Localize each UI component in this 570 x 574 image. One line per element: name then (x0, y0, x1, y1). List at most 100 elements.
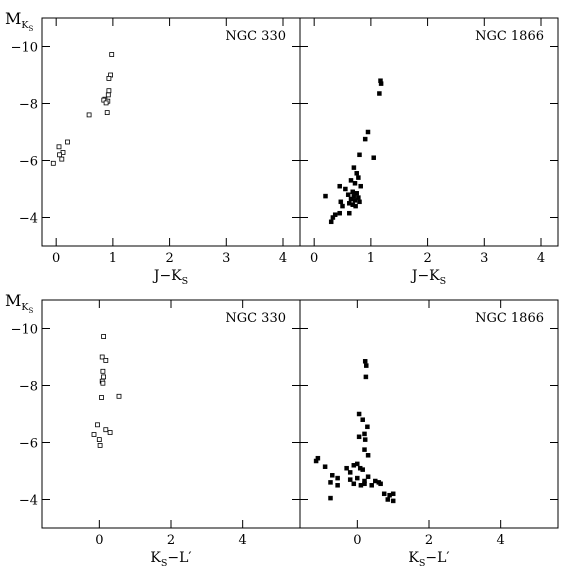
data-point (330, 215, 336, 220)
x-tick-label: 0 (52, 251, 60, 266)
data-point (106, 76, 112, 81)
data-point (348, 196, 354, 202)
x-axis-label-sub: S (419, 558, 426, 569)
data-point (348, 178, 354, 183)
data-point (97, 442, 103, 448)
data-point (59, 156, 65, 162)
data-point (65, 139, 70, 145)
x-axis-label: J−KS (152, 268, 188, 287)
data-point (103, 357, 109, 363)
x-axis-label-sub: S (161, 558, 168, 569)
data-point (56, 144, 62, 150)
x-tick-label: 2 (423, 251, 431, 266)
data-point (377, 91, 382, 96)
panel-label: NGC 1866 (475, 29, 544, 44)
data-point (104, 110, 110, 115)
data-point (105, 92, 111, 98)
x-tick-label: 0 (310, 251, 318, 266)
data-point (355, 475, 360, 481)
data-point (362, 431, 367, 437)
data-point (356, 175, 361, 180)
y-tick-label: −10 (11, 41, 38, 56)
data-point (365, 424, 370, 430)
x-axis-label-sub: S (182, 276, 189, 287)
data-point (357, 152, 362, 158)
x-axis-label: KS−L′ (150, 550, 191, 569)
data-point (101, 374, 106, 380)
y-tick-label: −10 (11, 323, 38, 338)
y-axis-label: MKS (5, 9, 34, 33)
data-point (99, 354, 105, 360)
x-tick-label: 2 (425, 533, 433, 548)
panel-4: NGC 1866 0 2 4 KS−L′ (299, 299, 559, 569)
x-tick-label: 3 (480, 251, 488, 266)
data-point (357, 465, 363, 471)
data-point (390, 491, 396, 497)
x-axis-label-main: K (150, 550, 161, 566)
data-point (103, 427, 109, 433)
data-point (101, 334, 106, 339)
data-point (354, 171, 359, 176)
data-point (313, 458, 319, 464)
x-tick-label: 4 (279, 251, 287, 266)
x-tick-label: 1 (109, 251, 117, 266)
data-point (347, 470, 353, 475)
data-point (338, 199, 344, 205)
data-point (362, 136, 368, 142)
data-point (355, 461, 360, 467)
panel-label: NGC 330 (225, 29, 286, 44)
data-point (347, 477, 353, 482)
y-axis-label: MKS (5, 291, 34, 315)
y-axis-label-subsub: S (29, 25, 34, 33)
y-axis-label-sub: K (21, 20, 29, 31)
data-point (351, 193, 357, 199)
data-point (354, 191, 359, 196)
data-point (323, 193, 328, 199)
data-point (57, 152, 62, 158)
plot-frame (41, 17, 301, 247)
data-point (337, 183, 342, 189)
data-point (109, 52, 115, 57)
y-tick-label: −8 (19, 380, 38, 395)
data-point (352, 198, 358, 203)
plot-frame (299, 17, 559, 247)
data-point (99, 395, 104, 400)
y-axis-label-sub: K (21, 302, 29, 313)
data-point (371, 155, 376, 160)
data-point (381, 491, 387, 497)
data-point (337, 210, 342, 216)
data-point (328, 480, 333, 485)
data-point (362, 447, 367, 452)
panel-label: NGC 330 (225, 311, 286, 326)
y-tick-label: −8 (19, 98, 38, 113)
data-point (356, 411, 362, 417)
x-tick-label: 3 (222, 251, 230, 266)
x-tick-label: 1 (367, 251, 375, 266)
y-tick-label: −4 (19, 212, 38, 227)
data-point (351, 481, 357, 487)
data-point (357, 199, 362, 205)
data-point (362, 437, 368, 442)
x-axis-label-tail: −L′ (167, 550, 191, 566)
data-point (360, 417, 365, 422)
x-tick-label: 4 (239, 533, 247, 548)
data-point (322, 464, 328, 469)
x-axis-label: KS−L′ (408, 550, 449, 569)
x-tick-label: 0 (95, 533, 103, 548)
data-point (365, 453, 371, 458)
data-point (328, 495, 333, 501)
plot-frame (299, 299, 559, 529)
data-point (91, 432, 97, 437)
y-axis-label-main: M (5, 9, 21, 28)
data-point (340, 203, 345, 209)
data-point (378, 481, 383, 487)
data-point (365, 474, 371, 479)
data-point (50, 160, 56, 166)
data-point (343, 186, 348, 192)
data-point (335, 475, 340, 481)
x-axis-label: J−KS (410, 268, 446, 287)
panel-label: NGC 1866 (475, 311, 544, 326)
data-point (363, 374, 369, 380)
